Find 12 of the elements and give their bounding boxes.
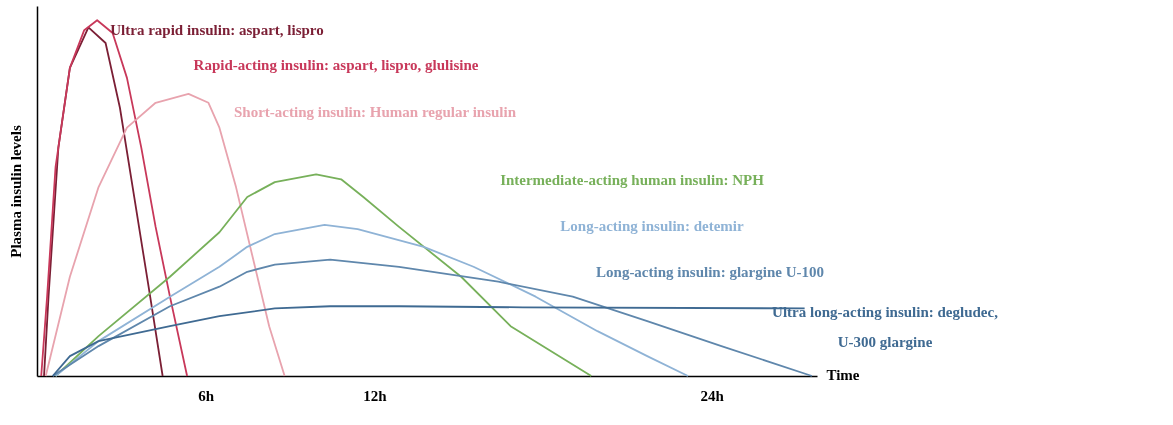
series-label: Ultra long-acting insulin: degludec, U-300 glargine xyxy=(772,304,999,350)
series-label: Short-acting insulin: Human regular insulin xyxy=(233,104,517,120)
x-axis-title: Time xyxy=(826,366,860,383)
y-axis-title: Plasma insulin levels xyxy=(7,125,24,258)
series-label: Long-acting insulin: glargine U-100 xyxy=(596,264,824,280)
x-tick-label: 24h xyxy=(700,387,725,404)
x-tick-label: 6h xyxy=(198,387,215,404)
series-label: Ultra rapid insulin: aspart, lispro xyxy=(110,22,324,38)
text: Intermediate-acting human insulin: NPH xyxy=(500,172,765,188)
text: Long-acting insulin: detemir xyxy=(560,218,745,234)
x-tick-label: 12h xyxy=(363,387,388,404)
text: Rapid-acting insulin: aspart, lispro, glulisine xyxy=(193,57,479,73)
